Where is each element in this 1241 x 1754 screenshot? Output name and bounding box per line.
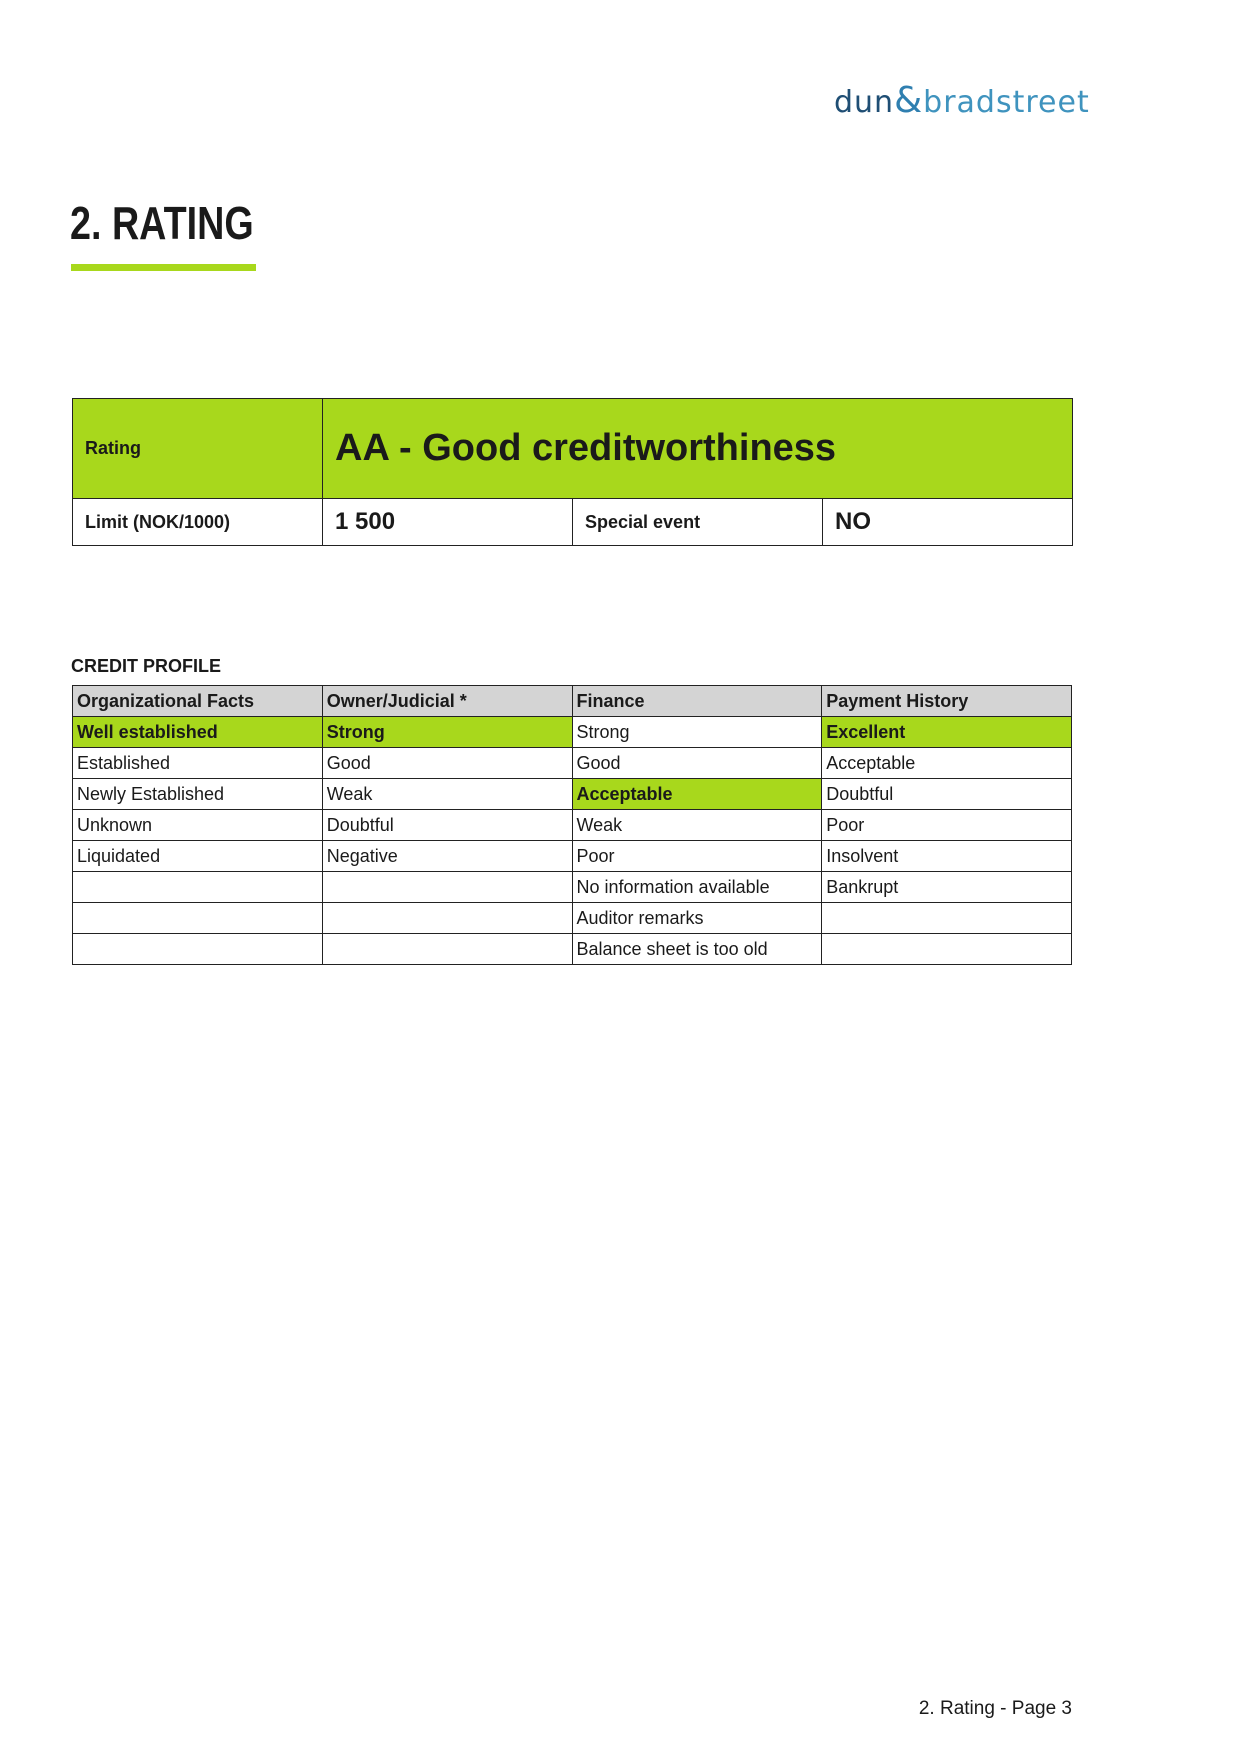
- table-cell: Good: [571, 747, 823, 779]
- table-cell: Weak: [321, 778, 573, 810]
- title-underline: [71, 264, 256, 271]
- table-cell: [72, 871, 323, 903]
- table-cell: Poor: [821, 809, 1072, 841]
- table-cell: [72, 933, 323, 965]
- table-cell: Newly Established: [72, 778, 323, 810]
- table-cell: Strong: [571, 716, 823, 748]
- credit-profile-title: CREDIT PROFILE: [71, 656, 222, 676]
- table-cell: Excellent: [821, 716, 1072, 748]
- table-header-row: Organizational Facts Owner/Judicial * Fina…: [72, 685, 1072, 717]
- special-event-value: NO: [822, 498, 1073, 546]
- limit-row: Limit (NOK/1000) 1 500 Special event NO: [72, 498, 1073, 546]
- table-row: Newly Established Weak Acceptable Doubtful: [72, 778, 1072, 810]
- logo-text-dun: dun: [834, 85, 895, 120]
- table-cell: Well established: [72, 716, 323, 748]
- table-cell: Good: [321, 747, 573, 779]
- credit-profile-table: Organizational Facts Owner/Judicial * Fina…: [72, 685, 1072, 965]
- special-event-label: Special event: [572, 498, 823, 546]
- table-cell: Balance sheet is too old: [571, 933, 823, 965]
- limit-value: 1 500: [322, 498, 573, 546]
- table-cell: Negative: [321, 840, 573, 872]
- table-row: Auditor remarks: [72, 902, 1072, 934]
- table-cell: Strong: [321, 716, 573, 748]
- table-cell: Poor: [571, 840, 823, 872]
- table-cell: [821, 933, 1072, 965]
- table-row: Well established Strong Strong Excellent: [72, 716, 1072, 748]
- table-cell: Auditor remarks: [571, 902, 823, 934]
- column-header: Payment History: [821, 685, 1072, 717]
- rating-label: Rating: [72, 398, 323, 499]
- column-header: Organizational Facts: [72, 685, 323, 717]
- page-title: 2. RATING: [70, 197, 254, 249]
- limit-label: Limit (NOK/1000): [72, 498, 323, 546]
- table-cell: [72, 902, 323, 934]
- table-cell: Acceptable: [821, 747, 1072, 779]
- rating-row: Rating AA - Good creditworthiness: [72, 398, 1073, 499]
- dun-bradstreet-logo: dun&bradstreet: [834, 80, 1090, 121]
- table-cell: [321, 871, 573, 903]
- table-row: Liquidated Negative Poor Insolvent: [72, 840, 1072, 872]
- table-cell: Doubtful: [321, 809, 573, 841]
- rating-table: Rating AA - Good creditworthiness Limit …: [72, 398, 1073, 546]
- table-row: Established Good Good Acceptable: [72, 747, 1072, 779]
- table-row: No information available Bankrupt: [72, 871, 1072, 903]
- table-cell: Insolvent: [821, 840, 1072, 872]
- table-cell: Unknown: [72, 809, 323, 841]
- rating-value: AA - Good creditworthiness: [322, 398, 1073, 499]
- page-footer: 2. Rating - Page 3: [918, 1698, 1072, 1719]
- table-cell: Weak: [571, 809, 823, 841]
- table-cell: Doubtful: [821, 778, 1072, 810]
- column-header: Finance: [571, 685, 823, 717]
- table-cell: Acceptable: [571, 778, 823, 810]
- table-cell: [321, 902, 573, 934]
- logo-text-bradstreet: bradstreet: [923, 85, 1090, 120]
- table-cell: Liquidated: [72, 840, 323, 872]
- logo-ampersand: &: [894, 80, 924, 121]
- table-cell: Established: [72, 747, 323, 779]
- table-row: Unknown Doubtful Weak Poor: [72, 809, 1072, 841]
- column-header: Owner/Judicial *: [321, 685, 573, 717]
- table-cell: Bankrupt: [821, 871, 1072, 903]
- table-row: Balance sheet is too old: [72, 933, 1072, 965]
- table-cell: [821, 902, 1072, 934]
- table-cell: No information available: [571, 871, 823, 903]
- table-cell: [321, 933, 573, 965]
